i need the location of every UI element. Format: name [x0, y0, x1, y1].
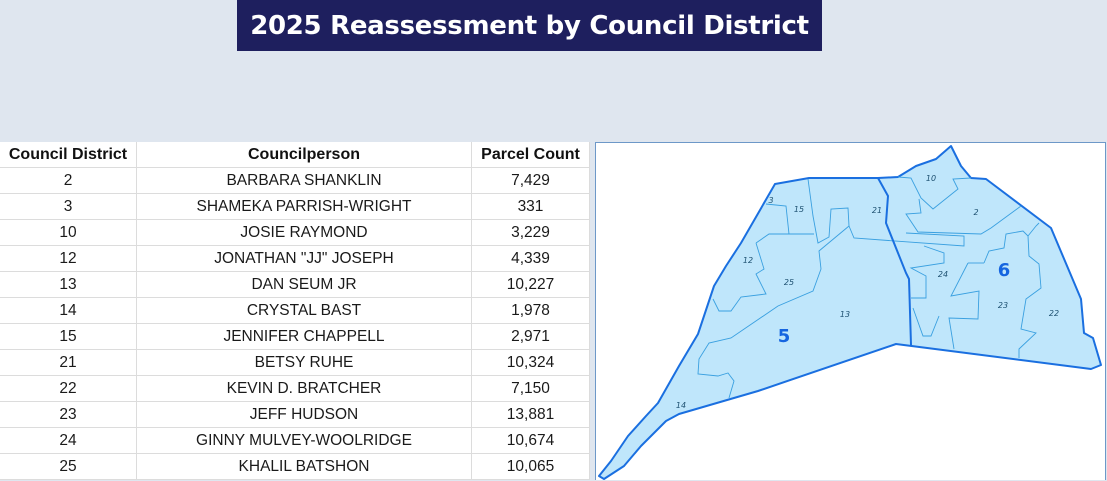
cell-councilperson: KHALIL BATSHON	[136, 453, 472, 480]
district-label: 24	[938, 270, 948, 279]
cell-councilperson: JONATHAN "JJ" JOSEPH	[136, 245, 472, 272]
header-parcel-count: Parcel Count	[471, 142, 590, 168]
district-label: 23	[998, 301, 1008, 310]
area-label: 5	[778, 326, 791, 347]
cell-councilperson: GINNY MULVEY-WOOLRIDGE	[136, 427, 472, 454]
district-label: 14	[676, 401, 686, 410]
cell-district: 23	[0, 401, 137, 428]
district-label: 12	[743, 256, 753, 265]
table-row: 10 JOSIE RAYMOND 3,229	[0, 219, 590, 246]
cell-parcel-count: 10,674	[471, 427, 590, 454]
cell-parcel-count: 10,227	[471, 271, 590, 298]
table-row: 14 CRYSTAL BAST 1,978	[0, 297, 590, 324]
table-header-row: Council District Councilperson Parcel Co…	[0, 142, 590, 168]
header-council-district: Council District	[0, 142, 137, 168]
cell-councilperson: BETSY RUHE	[136, 349, 472, 376]
table-row: 12 JONATHAN "JJ" JOSEPH 4,339	[0, 245, 590, 272]
cell-councilperson: CRYSTAL BAST	[136, 297, 472, 324]
table-row: 15 JENNIFER CHAPPELL 2,971	[0, 323, 590, 350]
table-row: 2 BARBARA SHANKLIN 7,429	[0, 167, 590, 194]
map-svg: 3 15 21 10 2 12 25 24 23 22 13 14 5 6	[598, 145, 1102, 480]
cell-district: 14	[0, 297, 137, 324]
cell-district: 21	[0, 349, 137, 376]
cell-councilperson: BARBARA SHANKLIN	[136, 167, 472, 194]
table-row: 24 GINNY MULVEY-WOOLRIDGE 10,674	[0, 427, 590, 454]
table-row: 23 JEFF HUDSON 13,881	[0, 401, 590, 428]
district-label: 10	[926, 174, 936, 183]
district-divider	[877, 177, 912, 346]
cell-parcel-count: 3,229	[471, 219, 590, 246]
page-title: 2025 Reassessment by Council District	[237, 0, 822, 51]
cell-district: 25	[0, 453, 137, 480]
cell-parcel-count: 4,339	[471, 245, 590, 272]
district-label: 21	[872, 206, 882, 215]
cell-parcel-count: 13,881	[471, 401, 590, 428]
cell-district: 2	[0, 167, 137, 194]
cell-councilperson: DAN SEUM JR	[136, 271, 472, 298]
cell-district: 12	[0, 245, 137, 272]
table-row: 13 DAN SEUM JR 10,227	[0, 271, 590, 298]
cell-councilperson: JEFF HUDSON	[136, 401, 472, 428]
cell-parcel-count: 2,971	[471, 323, 590, 350]
district-label: 3	[768, 196, 773, 205]
district-label: 15	[794, 205, 804, 214]
cell-district: 13	[0, 271, 137, 298]
table-row: 3 SHAMEKA PARRISH-WRIGHT 331	[0, 193, 590, 220]
map-region	[598, 145, 1102, 480]
cell-district: 24	[0, 427, 137, 454]
cell-parcel-count: 1,978	[471, 297, 590, 324]
district-label: 13	[840, 310, 850, 319]
district-map: 3 15 21 10 2 12 25 24 23 22 13 14 5 6	[595, 142, 1106, 480]
district-label: 25	[784, 278, 794, 287]
cell-councilperson: JENNIFER CHAPPELL	[136, 323, 472, 350]
table-row: 22 KEVIN D. BRATCHER 7,150	[0, 375, 590, 402]
cell-councilperson: KEVIN D. BRATCHER	[136, 375, 472, 402]
cell-district: 10	[0, 219, 137, 246]
district-label: 22	[1049, 309, 1059, 318]
cell-councilperson: SHAMEKA PARRISH-WRIGHT	[136, 193, 472, 220]
table-row: 21 BETSY RUHE 10,324	[0, 349, 590, 376]
cell-parcel-count: 10,065	[471, 453, 590, 480]
cell-parcel-count: 331	[471, 193, 590, 220]
cell-councilperson: JOSIE RAYMOND	[136, 219, 472, 246]
cell-district: 3	[0, 193, 137, 220]
cell-parcel-count: 7,150	[471, 375, 590, 402]
cell-district: 15	[0, 323, 137, 350]
cell-parcel-count: 7,429	[471, 167, 590, 194]
council-district-table: Council District Councilperson Parcel Co…	[0, 142, 590, 480]
area-label: 6	[998, 260, 1011, 281]
district-label: 2	[973, 208, 978, 217]
cell-district: 22	[0, 375, 137, 402]
header-councilperson: Councilperson	[136, 142, 472, 168]
table-row: 25 KHALIL BATSHON 10,065	[0, 453, 590, 480]
cell-parcel-count: 10,324	[471, 349, 590, 376]
district-boundaries	[697, 176, 1042, 399]
